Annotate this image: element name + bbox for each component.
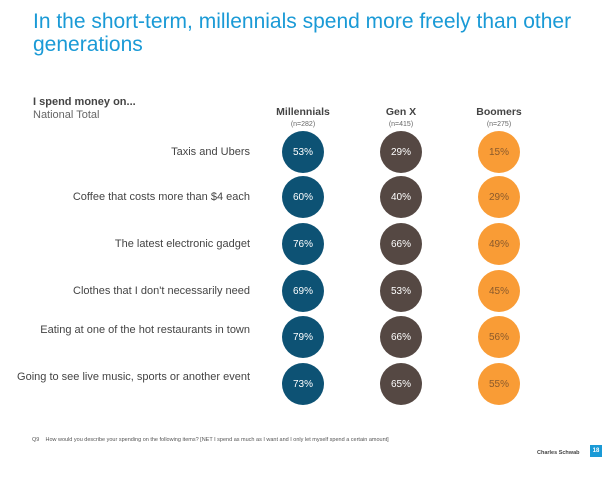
bubble-gen-x: 66% <box>380 223 422 265</box>
question-label: I spend money on... <box>33 96 136 108</box>
page-number: 18 <box>590 445 602 457</box>
row-label: Taxis and Ubers <box>171 146 250 158</box>
row-label: The latest electronic gadget <box>114 238 250 250</box>
row-label: Coffee that costs more than $4 each <box>72 191 250 203</box>
bubble-boomers: 29% <box>478 176 520 218</box>
row-label: Going to see live music, sports or anoth… <box>17 371 250 383</box>
bubble-gen-x: 65% <box>380 363 422 405</box>
column-header-millennials: Millennials <box>276 106 330 118</box>
bubble-gen-x: 53% <box>380 270 422 312</box>
bubble-millennials: 69% <box>282 270 324 312</box>
footnote-code: Q9 <box>32 437 40 443</box>
bubble-millennials: 53% <box>282 131 324 173</box>
bubble-boomers: 15% <box>478 131 520 173</box>
subtitle: National Total <box>33 109 100 121</box>
column-n-boomers: (n=275) <box>486 121 512 128</box>
bubble-boomers: 49% <box>478 223 520 265</box>
column-n-gen-x: (n=415) <box>388 121 414 128</box>
bubble-millennials: 73% <box>282 363 324 405</box>
row-label: Eating at one of the hot restaurants in … <box>40 324 250 336</box>
bubble-millennials: 79% <box>282 316 324 358</box>
footnote: Q9 How would you describe your spending … <box>32 437 389 443</box>
bubble-boomers: 55% <box>478 363 520 405</box>
bubble-gen-x: 66% <box>380 316 422 358</box>
column-header-boomers: Boomers <box>476 106 522 118</box>
footnote-text: How would you describe your spending on … <box>45 437 389 443</box>
slide-title: In the short-term, millennials spend mor… <box>33 10 572 56</box>
brand-name: Charles Schwab <box>537 450 580 456</box>
bubble-boomers: 56% <box>478 316 520 358</box>
row-label: Clothes that I don't necessarily need <box>73 285 250 297</box>
bubble-millennials: 76% <box>282 223 324 265</box>
bubble-boomers: 45% <box>478 270 520 312</box>
bubble-gen-x: 40% <box>380 176 422 218</box>
bubble-gen-x: 29% <box>380 131 422 173</box>
bubble-millennials: 60% <box>282 176 324 218</box>
column-n-millennials: (n=282) <box>290 121 316 128</box>
column-header-gen-x: Gen X <box>385 106 417 118</box>
